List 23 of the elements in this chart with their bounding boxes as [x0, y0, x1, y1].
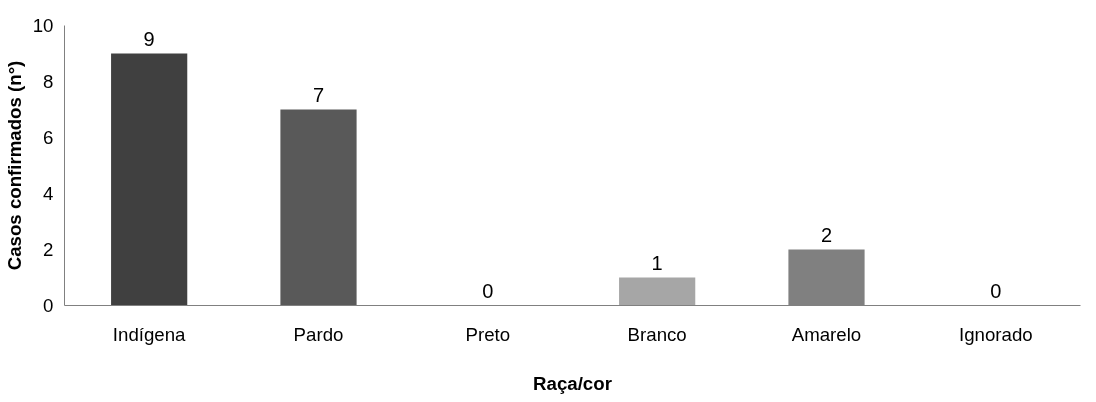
- x-tick-label: Pardo: [293, 323, 344, 345]
- y-tick-label: 8: [43, 71, 54, 92]
- bar: [111, 53, 188, 306]
- x-tick-label: Branco: [627, 323, 687, 345]
- bar: [619, 277, 696, 306]
- x-tick-label: Preto: [465, 323, 511, 345]
- y-axis-title: Casos confirmados (n°): [3, 60, 25, 271]
- y-tick-label: 4: [43, 183, 54, 204]
- y-tick-label: 10: [32, 15, 54, 36]
- y-tick-label: 2: [43, 239, 54, 260]
- data-label: 9: [143, 27, 155, 50]
- y-tick-label: 6: [43, 127, 54, 148]
- data-label: 7: [312, 83, 325, 106]
- x-tick-label: Ignorado: [959, 323, 1033, 345]
- x-axis-title: Raça/cor: [533, 372, 612, 394]
- y-tick-label: 0: [43, 295, 54, 316]
- data-label: 1: [651, 251, 663, 274]
- x-tick-label: Indígena: [112, 323, 187, 345]
- bar: [280, 109, 357, 306]
- data-label: 2: [820, 223, 833, 246]
- x-tick-label: Amarelo: [791, 323, 862, 345]
- data-label: 0: [482, 279, 494, 302]
- data-label: 0: [990, 279, 1002, 302]
